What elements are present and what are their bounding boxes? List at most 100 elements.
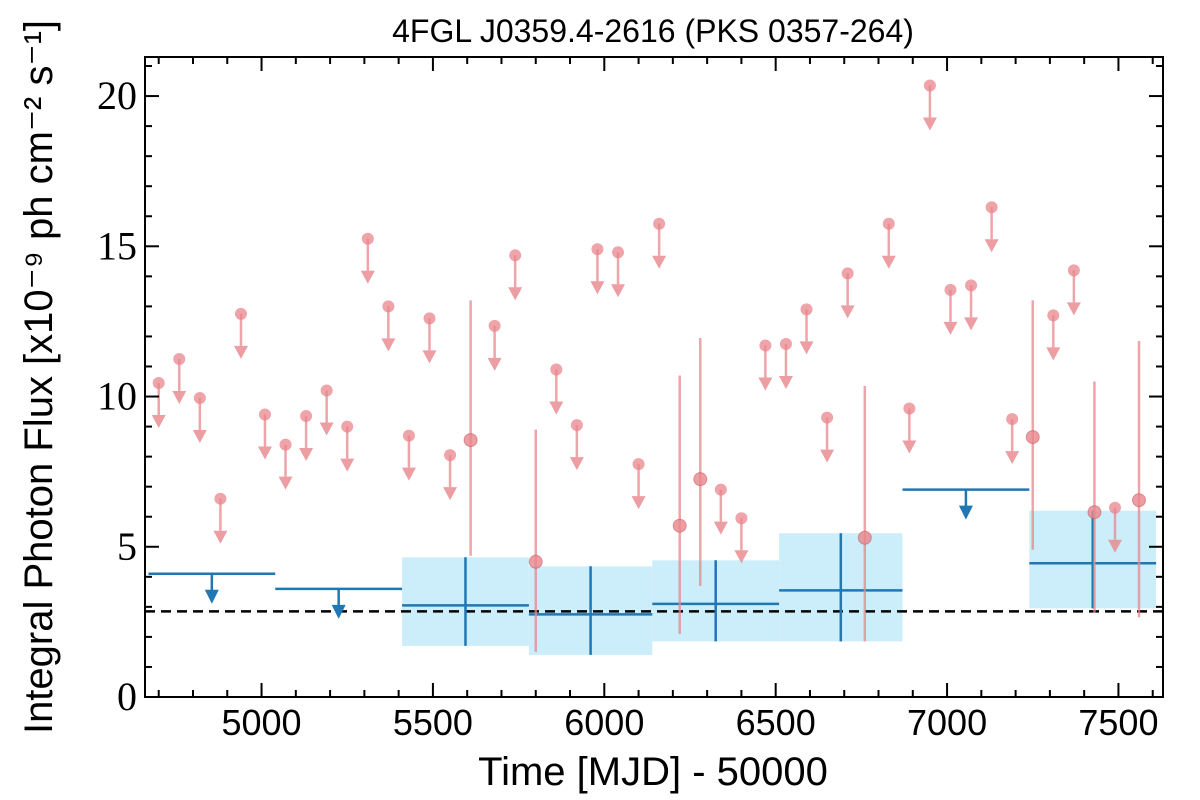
plot-frame [144,56,1164,698]
short-bin-ul-point [965,279,978,292]
short-bin-ul-arrow [151,415,166,429]
short-bin-ul-arrow [734,550,749,564]
short-bin-ul-point [402,429,415,442]
short-bin-ul-arrow [1108,539,1123,553]
short-bin-ul-arrow [590,281,605,295]
short-bin-ul-arrow [984,239,999,253]
short-bin-ul-point [1067,264,1080,277]
short-bin-ul-point [550,363,563,376]
short-bin-ul-point [361,232,374,245]
x-tick-label: 6000 [564,702,644,743]
short-bin-ul-arrow [778,375,793,389]
short-bin-point [463,433,478,448]
short-bin-ul-arrow [319,422,334,436]
short-bin-ul-arrow [611,284,626,298]
short-bin-ul-point [279,438,292,451]
axis-ticks: 5000 5500 6000 6500 7000 7500 0 5 10 15 20 [97,57,1163,743]
y-tick-label: 15 [97,223,137,268]
short-bin-point [1025,430,1040,445]
long-bin-ul-arrow [958,505,973,520]
short-bin-ul-arrow [713,521,728,535]
short-bin-ul-arrow [172,390,187,404]
short-bin-ul-point [423,312,436,325]
short-bin-ul-arrow [881,255,896,269]
short-bin-ul-point [882,217,895,230]
x-tick-label: 5000 [221,702,301,743]
short-bin-ul-arrow [922,117,937,131]
short-bin-ul-point [214,492,227,505]
short-bin-ul-arrow [1005,451,1020,465]
short-bin-ul-arrow [487,357,502,371]
short-bin-ul-arrow [631,496,646,510]
short-bin-point [857,530,872,545]
short-bin-ul-point [714,483,727,496]
short-bin-ul-point [735,512,748,525]
short-bin-ul-point [632,458,645,471]
short-bin-ul-point [903,402,916,415]
short-bin-ul-arrow [569,457,584,471]
short-bin-ul-point [382,300,395,313]
short-bin-point [1087,505,1102,520]
short-bin-ul-point [193,392,206,405]
long-bin-ul-arrow [331,604,346,619]
short-bin-ul-arrow [299,448,314,462]
long-bin-ul-arrow [204,589,219,604]
short-bin-ul-point [653,217,666,230]
short-bin-ul-arrow [902,440,917,454]
short-bin-ul-point [1047,309,1060,322]
x-tick-label: 5500 [393,702,473,743]
short-bin-ul-point [1109,501,1122,514]
short-bin-ul-arrow [422,350,437,364]
short-bin-ul-point [779,337,792,350]
short-bin-ul-point [509,249,522,262]
x-tick-label: 7500 [1078,702,1158,743]
short-bin-ul-point [841,267,854,280]
short-bin-ul-point [1006,413,1019,426]
x-axis-label: Time [MJD] - 50000 [478,750,828,794]
short-bin-ul-arrow [192,430,207,444]
y-axis-label: Integral Photon Flux [x10⁻⁹ ph cm⁻² s⁻¹] [17,20,61,734]
x-tick-label: 7000 [907,702,987,743]
short-bin-ul-point [258,408,271,421]
short-bin-ul-point [591,243,604,256]
short-bin-ul-arrow [799,341,814,355]
y-tick-label: 10 [97,374,137,419]
short-bin-ul-point [488,319,501,332]
short-bin-ul-arrow [943,321,958,335]
short-bin-ul-arrow [233,345,248,359]
short-bin-ul-point [800,303,813,316]
short-bin-point [1132,493,1147,508]
short-bin-ul-arrow [820,449,835,463]
short-bin-ul-point [341,420,354,433]
short-bin-ul-arrow [401,467,416,481]
y-tick-label: 0 [117,674,137,719]
short-bin-ul-arrow [1066,302,1081,316]
y-tick-label: 5 [117,524,137,569]
short-bin-ul-point [612,246,625,259]
short-bin-ul-point [985,201,998,214]
short-bin-ul-arrow [360,270,375,284]
short-bin-point [528,554,543,569]
short-bin-ul-point [759,339,772,352]
short-bin-ul-point [234,307,247,320]
short-bin-ul-arrow [508,287,523,301]
short-bin-ul-point [300,410,313,423]
plot-area [145,79,1163,655]
short-bin-ul-arrow [758,377,773,391]
short-bin-ul-arrow [278,476,293,490]
x-tick-label: 6500 [736,702,816,743]
short-bin-ul-arrow [213,530,228,544]
short-bin-ul-arrow [340,458,355,472]
short-bin-ul-point [444,449,457,462]
short-bin-point [693,472,708,487]
short-bin-ul-arrow [652,255,667,269]
short-bin-ul-arrow [840,305,855,319]
y-tick-label: 20 [97,73,137,118]
short-bin-ul-point [570,419,583,432]
short-bin-ul-point [152,377,165,390]
short-bin-ul-arrow [443,487,458,501]
short-bin-ul-point [944,283,957,296]
short-bin-ul-point [173,352,186,365]
short-bin-ul-arrow [549,401,564,415]
